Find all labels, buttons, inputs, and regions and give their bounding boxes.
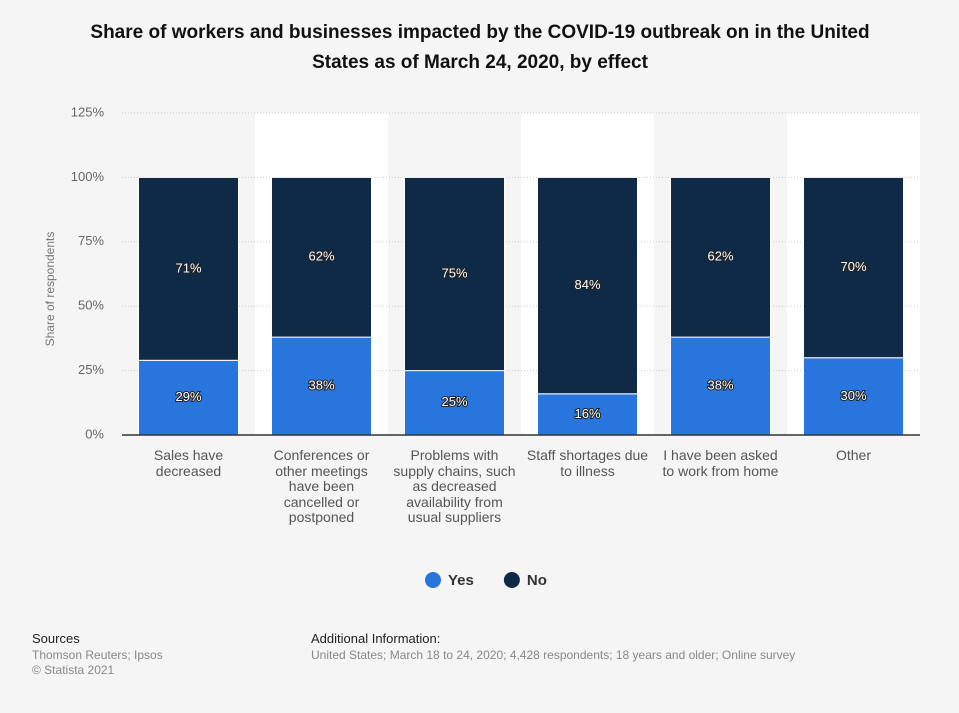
bar-segment [404, 370, 505, 436]
bar-segment [537, 176, 638, 395]
sources: Thomson Reuters; Ipsos [32, 648, 163, 662]
bar-segment [138, 176, 239, 361]
y-tick-label: 75% [78, 233, 104, 248]
legend-swatch [425, 572, 441, 588]
data-label: 62% [308, 249, 334, 264]
data-label: 38% [707, 377, 733, 392]
data-label: 25% [441, 394, 467, 409]
copyright: © Statista 2021 [32, 663, 115, 677]
y-tick-label: 125% [71, 104, 105, 119]
data-label: 71% [175, 260, 201, 275]
data-label: 84% [574, 277, 600, 292]
data-label: 16% [574, 406, 600, 421]
y-tick-label: 50% [78, 298, 104, 313]
info: United States; March 18 to 24, 2020; 4,4… [311, 648, 796, 662]
x-tick-label: Sales have decreased [153, 447, 224, 479]
y-tick-label: 0% [85, 426, 104, 441]
chart-title: Share of workers and businesses impacted… [90, 22, 870, 73]
bar-segment [271, 176, 372, 338]
data-label: 29% [175, 389, 201, 404]
legend-label: Yes [448, 572, 474, 589]
data-label: 70% [840, 259, 866, 274]
sources-title: Sources [32, 631, 80, 646]
x-tick-label: Other [835, 447, 871, 463]
y-axis-label: Share of respondents [43, 232, 57, 347]
bar-segment [138, 359, 239, 436]
data-label: 75% [441, 265, 467, 280]
bar-segment [404, 176, 505, 372]
info-title: Additional Information: [311, 631, 441, 646]
legend-swatch [503, 572, 520, 588]
data-label: 30% [840, 388, 866, 403]
bar-segment [670, 336, 771, 436]
data-label: 62% [707, 249, 733, 264]
x-tick-label: I have been asked to work from home [662, 447, 779, 479]
legend-label: No [527, 572, 547, 589]
x-tick-label: Staff shortages due to illness [526, 447, 649, 479]
bar-segment [803, 176, 904, 359]
y-tick-label: 25% [78, 362, 104, 377]
x-tick-label: Conferences or other meetings have been … [273, 447, 370, 525]
data-label: 38% [308, 377, 334, 392]
bar-segment [670, 176, 771, 338]
bar-segment [271, 336, 372, 436]
bar-segment [803, 357, 904, 436]
x-tick-label: Problems with supply chains, such as dec… [393, 447, 516, 525]
y-tick-label: 100% [71, 169, 105, 184]
